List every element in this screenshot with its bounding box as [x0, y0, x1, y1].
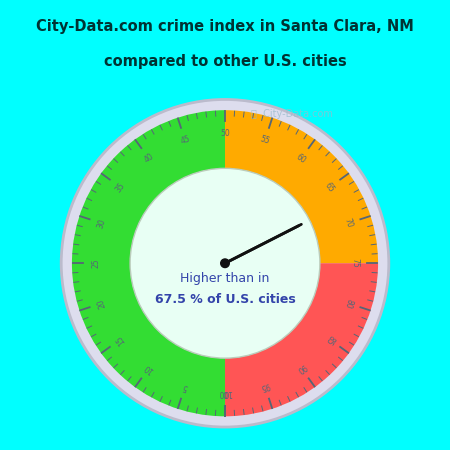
- Text: 40: 40: [142, 152, 156, 165]
- Text: 15: 15: [114, 333, 127, 346]
- Wedge shape: [225, 263, 378, 416]
- Text: 45: 45: [179, 135, 191, 146]
- Text: 85: 85: [323, 333, 336, 346]
- Text: 10: 10: [143, 361, 156, 374]
- Text: ⓘ  City-Data.com: ⓘ City-Data.com: [251, 109, 333, 119]
- Circle shape: [130, 168, 320, 358]
- Text: 70: 70: [342, 217, 354, 230]
- Text: 20: 20: [96, 297, 108, 309]
- Text: 50: 50: [220, 130, 230, 139]
- Text: 55: 55: [259, 135, 271, 146]
- Text: 75: 75: [350, 258, 359, 268]
- Text: 30: 30: [96, 217, 108, 230]
- Text: 25: 25: [91, 258, 100, 268]
- Circle shape: [220, 259, 230, 268]
- Text: Higher than in: Higher than in: [180, 272, 270, 285]
- Text: 35: 35: [114, 180, 127, 194]
- Text: 100: 100: [218, 388, 232, 397]
- Text: 80: 80: [342, 297, 354, 309]
- Text: compared to other U.S. cities: compared to other U.S. cities: [104, 54, 346, 69]
- Text: 5: 5: [181, 381, 189, 392]
- Wedge shape: [72, 110, 225, 416]
- Text: 90: 90: [294, 361, 308, 374]
- Text: 95: 95: [259, 381, 271, 392]
- Text: 0: 0: [223, 388, 227, 397]
- Text: 60: 60: [294, 152, 308, 165]
- Text: 67.5 % of U.S. cities: 67.5 % of U.S. cities: [155, 293, 295, 306]
- Text: 65: 65: [323, 180, 336, 194]
- Wedge shape: [61, 99, 389, 427]
- Wedge shape: [225, 110, 378, 263]
- Text: City-Data.com crime index in Santa Clara, NM: City-Data.com crime index in Santa Clara…: [36, 19, 414, 34]
